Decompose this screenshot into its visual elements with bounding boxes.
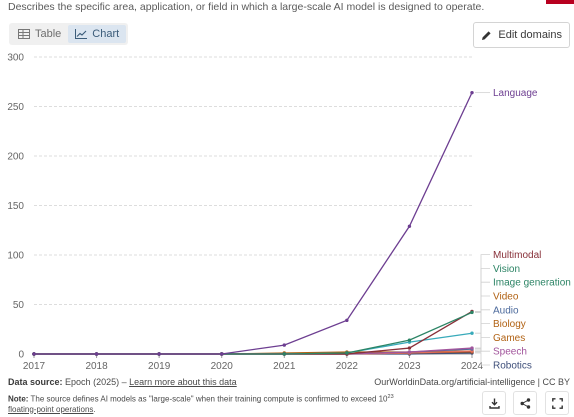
- note-label: Note:: [8, 394, 29, 404]
- legend-label: Vision: [493, 264, 520, 275]
- table-icon: [18, 29, 30, 39]
- download-button[interactable]: [482, 391, 506, 415]
- data-source-text: Epoch (2025) –: [65, 377, 127, 387]
- series-point: [407, 338, 412, 342]
- line-chart-icon: [75, 29, 88, 39]
- edit-domains-button[interactable]: Edit domains: [473, 22, 570, 48]
- chart-note: Note: The source defines AI models as "l…: [8, 392, 448, 415]
- x-tick-label: 2022: [336, 361, 359, 372]
- note-text: The source defines AI models as "large-s…: [30, 394, 388, 404]
- fullscreen-button[interactable]: [545, 391, 569, 415]
- legend-connector: [475, 281, 490, 334]
- legend-connector: [475, 295, 490, 349]
- x-tick-label: 2024: [461, 361, 484, 372]
- legend-connector: [475, 337, 490, 352]
- legend-connector: [475, 352, 490, 366]
- series-point: [282, 343, 286, 347]
- x-tick-label: 2020: [211, 361, 234, 372]
- share-button[interactable]: [513, 391, 537, 415]
- learn-more-link[interactable]: Learn more about this data: [129, 377, 237, 387]
- fullscreen-icon: [551, 397, 563, 409]
- series-point: [345, 318, 349, 323]
- y-tick-label: 300: [7, 53, 24, 64]
- legend-label: Biology: [493, 319, 526, 330]
- view-tabs: Table Chart: [9, 23, 129, 45]
- legend-connector: [475, 254, 490, 312]
- series-point: [282, 352, 286, 356]
- tab-table[interactable]: Table: [11, 25, 68, 43]
- legend-label: Multimodal: [493, 250, 541, 261]
- tab-chart[interactable]: Chart: [68, 25, 127, 43]
- line-chart: 0 50 100 150 200 250 300 2017 2018 2019 2020 2021 20…: [7, 53, 571, 373]
- y-tick-label: 50: [13, 300, 25, 311]
- x-tick-label: 2018: [85, 361, 108, 372]
- pencil-icon: [482, 30, 492, 40]
- x-tick-label: 2019: [148, 361, 171, 372]
- series-point: [407, 350, 412, 354]
- legend-label: Games: [493, 333, 525, 344]
- legend-label: Audio: [493, 305, 519, 316]
- series-point: [407, 346, 412, 350]
- series-point: [157, 352, 161, 356]
- series-line: [34, 310, 473, 355]
- legend-connector: [475, 268, 490, 313]
- series-line: [34, 92, 473, 355]
- legend-label: Robotics: [493, 361, 532, 372]
- y-tick-label: 250: [7, 102, 24, 113]
- share-icon: [520, 397, 530, 409]
- y-tick-label: 100: [7, 251, 24, 262]
- series-point: [94, 352, 99, 356]
- series-point: [220, 352, 224, 356]
- tab-table-label: Table: [35, 28, 62, 40]
- series-point: [470, 310, 474, 315]
- legend-label: Video: [493, 292, 519, 303]
- legend-label: Image generation: [493, 278, 571, 289]
- note-end: .: [93, 404, 96, 414]
- y-tick-label: 150: [7, 201, 24, 212]
- edit-domains-label: Edit domains: [498, 29, 562, 41]
- credit-link[interactable]: OurWorldinData.org/artificial-intelligen…: [374, 377, 570, 387]
- series-line: [34, 332, 473, 355]
- series-point: [345, 351, 349, 355]
- x-tick-label: 2017: [23, 361, 46, 372]
- series-point: [32, 352, 36, 356]
- y-tick-label: 200: [7, 152, 24, 163]
- legend-connector: [475, 350, 490, 353]
- chart-subtitle: Describes the specific area, application…: [8, 1, 485, 13]
- legend-label: Language: [493, 88, 538, 99]
- legend-label: Speech: [493, 347, 527, 358]
- series-point: [470, 331, 474, 335]
- tab-chart-label: Chart: [92, 28, 120, 40]
- data-source-label: Data source:: [8, 377, 63, 387]
- data-source: Data source: Epoch (2025) – Learn more a…: [8, 377, 237, 387]
- y-tick-label: 0: [18, 350, 24, 361]
- brand-flag: [546, 0, 574, 4]
- note-exponent: 23: [387, 394, 394, 400]
- series-point: [470, 90, 474, 95]
- flops-link[interactable]: floating-point operations: [8, 404, 94, 414]
- legend-connector: [475, 309, 490, 350]
- series-point: [470, 346, 474, 350]
- series-point: [407, 224, 412, 228]
- x-tick-label: 2021: [273, 361, 296, 372]
- x-tick-label: 2023: [398, 361, 421, 372]
- download-icon: [488, 398, 500, 409]
